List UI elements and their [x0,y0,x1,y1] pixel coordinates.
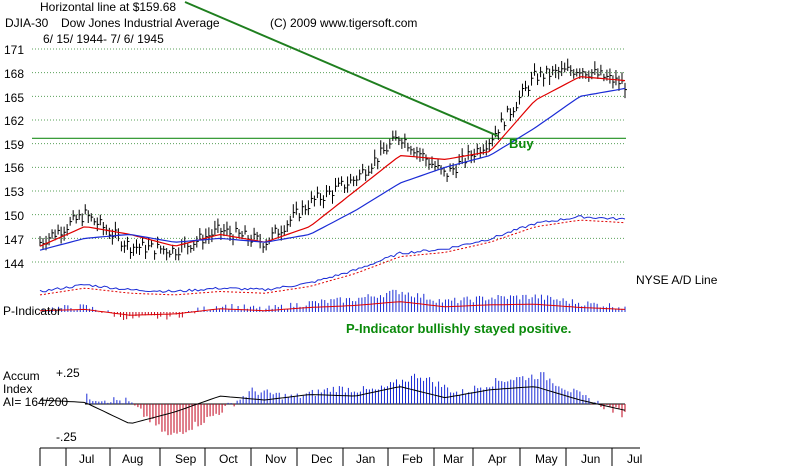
price-grid [32,48,626,263]
month-label: Nov [265,452,287,466]
month-label: May [535,452,558,466]
accum-minus-25: -.25 [56,430,77,444]
month-label: Jan [356,452,376,466]
moving-averages-layer [39,76,626,251]
price-tick-171: 171 [4,43,25,57]
accum-plus-25: +.25 [56,366,80,380]
annotation-pointer-line [184,1,499,137]
ad-line-average [39,219,626,296]
p-indicator-layer [39,289,626,320]
price-tick-168: 168 [4,67,25,81]
month-label: Sep [175,452,197,466]
horizontal-line-annotation: Horizontal line at $159.68 [40,0,177,14]
price-tick-162: 162 [4,114,25,128]
month-label: Feb [402,452,423,466]
month-label: Mar [443,452,464,466]
price-tick-165: 165 [4,91,25,105]
p-indicator-average [39,301,626,316]
month-label: Dec [311,452,333,466]
annotation-layer [184,1,499,137]
short-moving-average-line [39,76,626,247]
price-tick-156: 156 [4,161,25,175]
chart-title: Dow Jones Industrial Average [61,16,220,30]
accum-index-layer [39,372,626,436]
price-tick-153: 153 [4,185,25,199]
price-tick-150: 150 [4,209,25,223]
price-tick-147: 147 [4,233,25,247]
chart-symbol: DJIA-30 [5,16,49,30]
price-tick-144: 144 [4,257,25,271]
copyright: (C) 2009 www.tigersoft.com [270,16,418,30]
ad-line-layer [39,215,626,296]
month-label: Jun [581,452,601,466]
ai-value: AI= 164/200 [3,395,69,409]
month-label: Oct [219,452,238,466]
accum-average-line [39,386,626,424]
month-label: Aug [122,452,144,466]
long-moving-average-line [39,87,626,251]
price-tick-159: 159 [4,138,25,152]
accum-label: Accum [3,369,40,383]
month-label: Jul [79,452,95,466]
price-bars-layer [39,58,627,261]
index-label: Index [3,382,33,396]
date-range: 6/ 15/ 1944- 7/ 6/ 1945 [43,32,164,46]
ad-line [39,215,626,293]
p-indicator-label: P-Indicator [3,304,62,318]
month-label: Apr [488,452,507,466]
month-label: Jul [627,452,643,466]
month-axis-layer [39,447,640,466]
p-indicator-note: P-Indicator bullishly stayed positive. [346,321,572,336]
buy-signal-label: Buy [509,136,534,151]
ad-line-label: NYSE A/D Line [636,273,718,287]
